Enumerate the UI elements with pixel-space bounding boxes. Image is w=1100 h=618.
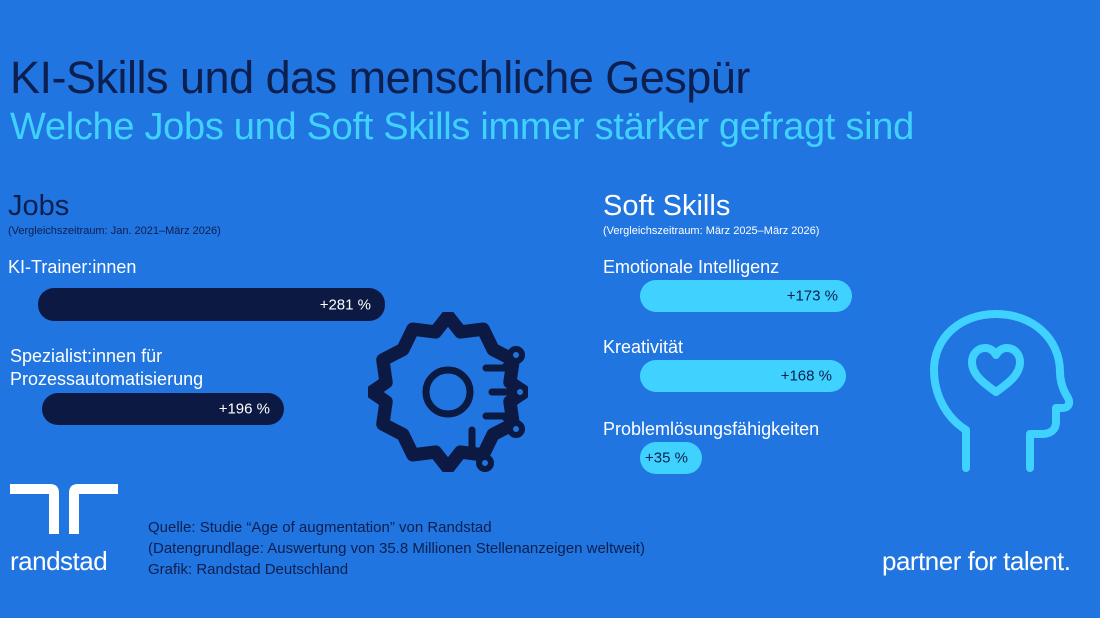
softskills-bar-2: +35 % [640,442,702,474]
source-note: Quelle: Studie “Age of augmentation” von… [148,517,645,580]
jobs-section-note: (Vergleichszeitraum: Jan. 2021–März 2026… [8,225,221,237]
softskills-value-label-0: +173 % [786,287,838,305]
head-heart-icon [930,310,1074,472]
softskills-bar-1: +168 % [640,360,846,392]
jobs-bar-1: +196 % [42,393,284,425]
jobs-value-label-0: +281 % [319,296,371,313]
randstad-logo-icon [10,484,118,534]
source-line-2: (Datengrundlage: Auswertung von 35.8 Mil… [148,540,645,557]
source-line-1: Quelle: Studie “Age of augmentation” von… [148,519,492,536]
jobs-value-label-1: +196 % [218,400,270,418]
jobs-label-0: KI-Trainer:innen [8,257,137,277]
source-line-3: Grafik: Randstad Deutschland [148,561,349,578]
softskills-label-2: Problemlösungsfähigkeiten [603,419,820,439]
softskills-label-1: Kreativität [603,337,684,357]
page-subtitle: Welche Jobs und Soft Skills immer stärke… [10,106,914,148]
page-title: KI-Skills und das menschliche Gespür [10,52,750,103]
jobs-label-1: Spezialist:innen für Prozessautomatisier… [10,346,204,389]
jobs-section-title: Jobs [8,190,70,222]
brand-tagline: partner for talent. [882,546,1071,576]
softskills-section-note: (Vergleichszeitraum: März 2025–März 2026… [603,225,820,237]
brand-name: randstad [10,546,108,576]
softskills-value-label-1: +168 % [780,367,832,385]
softskills-section-title: Soft Skills [603,190,731,222]
gear-circuit-icon [368,312,528,472]
softskills-bar-0: +173 % [640,280,852,312]
softskills-value-label-2: +35 % [645,449,688,467]
jobs-bar-0: +281 % [38,288,385,321]
softskills-label-0: Emotionale Intelligenz [603,257,780,277]
